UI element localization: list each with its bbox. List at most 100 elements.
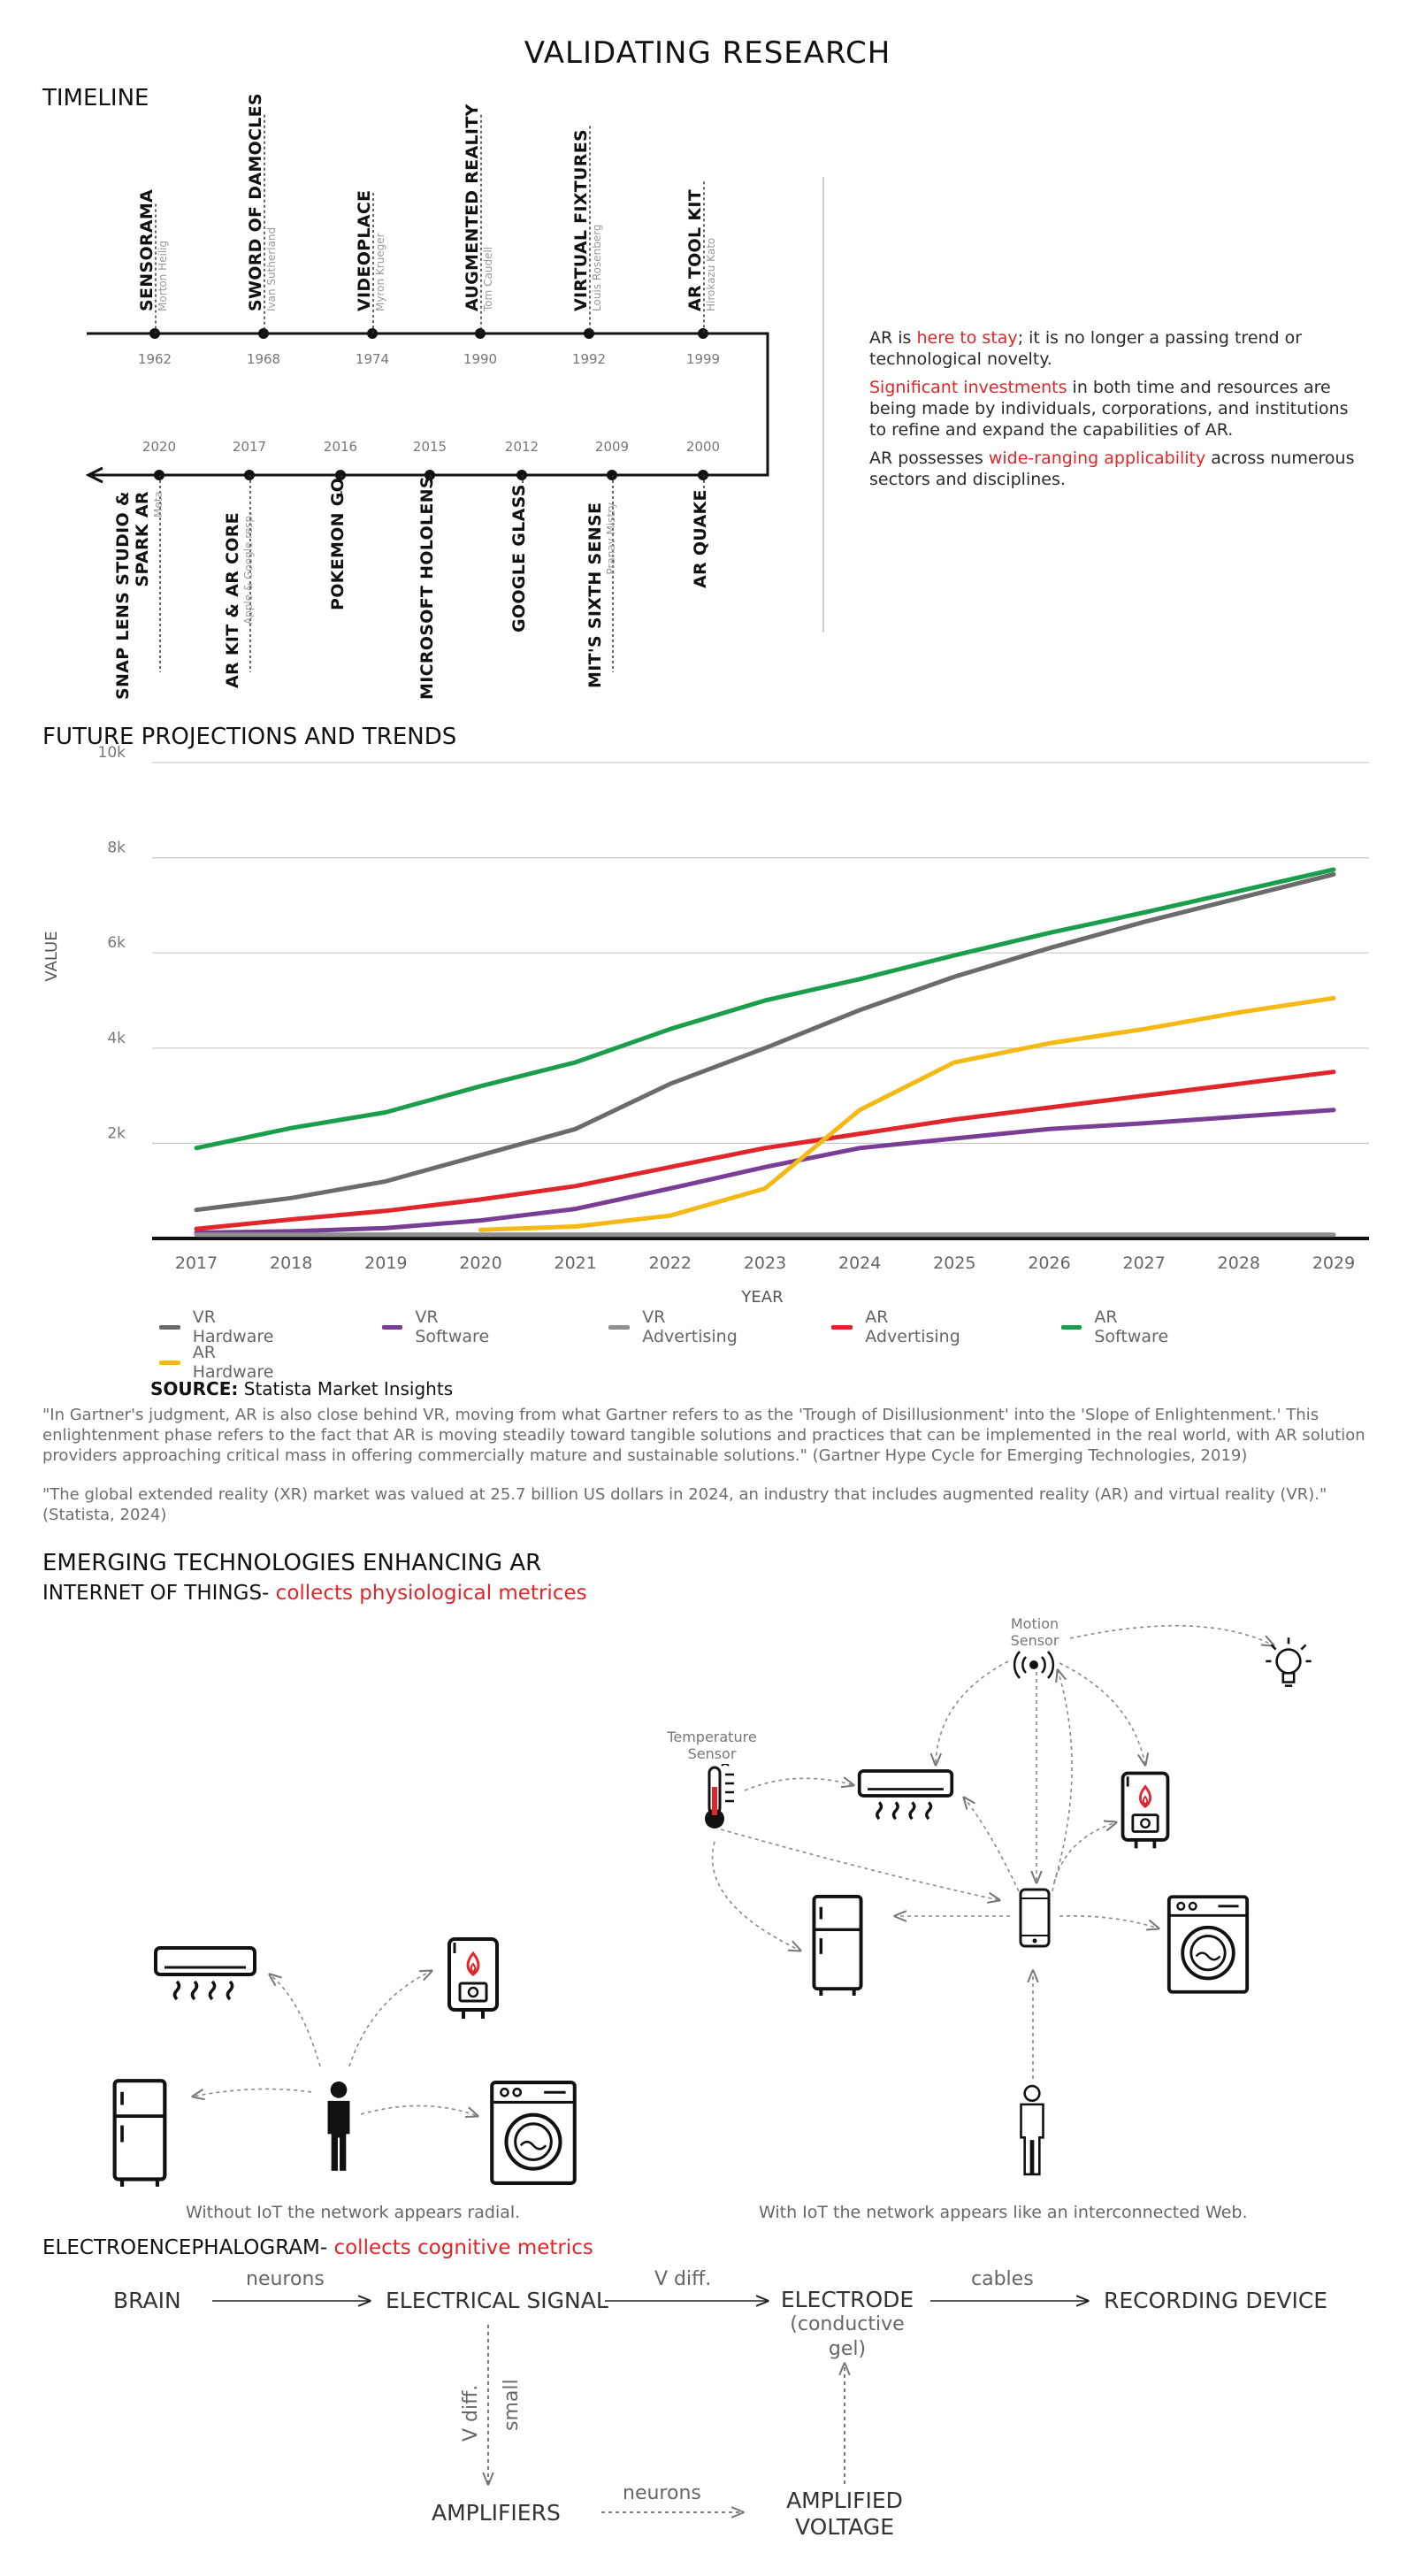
timeline-year: 1990: [463, 351, 498, 367]
eeg-electrode: ELECTRODE (conductive gel): [780, 2287, 914, 2361]
eeg-heading: ELECTROENCEPHALOGRAM- collects cognitive…: [42, 2236, 593, 2259]
timeline-year: 1992: [571, 351, 607, 367]
temperature-sensor-label: Temperature Sensor: [667, 1729, 757, 1762]
iot-diagram-arrows: [0, 1624, 1415, 2247]
chart-x-tick-label: 2020: [459, 1254, 501, 1273]
timeline-dot: [698, 328, 708, 339]
timeline-dot: [149, 328, 160, 339]
note-investments: Significant investments in both time and…: [869, 378, 1349, 440]
chart-y-tick-label: 10k: [98, 744, 126, 762]
timeline-divider: [822, 177, 824, 632]
legend-item: AR Hardware: [159, 1343, 279, 1382]
timeline-dot: [607, 470, 617, 480]
page-title: VALIDATING RESEARCH: [524, 35, 891, 71]
emerging-heading: EMERGING TECHNOLOGIES ENHANCING AR: [42, 1550, 542, 1576]
timeline-dot: [424, 470, 435, 480]
chart-x-tick-label: 2026: [1028, 1254, 1070, 1273]
chart-x-tick-label: 2019: [364, 1254, 407, 1273]
timeline-year: 2000: [685, 439, 721, 455]
timeline-year: 1962: [137, 351, 172, 367]
chart-x-tick-label: 2018: [270, 1254, 312, 1273]
timeline-dot: [516, 470, 527, 480]
chart-series-line-ar-software: [194, 867, 1336, 1151]
timeline-events: 1962 SENSORAMA Morton Heilig 1968 SWORD OF D…: [0, 0, 831, 700]
legend-item: VR Software: [382, 1307, 495, 1346]
legend-label: AR Advertising: [865, 1307, 960, 1346]
timeline-dot: [584, 328, 594, 339]
eeg-recording-device: RECORDING DEVICE: [1104, 2288, 1328, 2313]
chart-x-tick-label: 2022: [649, 1254, 692, 1273]
timeline-heading: TIMELINE: [42, 85, 149, 111]
chart-x-tick-label: 2027: [1122, 1254, 1165, 1273]
chart-y-axis-label: VALUE: [42, 931, 61, 981]
eeg-electrical-signal: ELECTRICAL SIGNAL: [386, 2288, 608, 2313]
chart-x-tick-label: 2024: [838, 1254, 881, 1273]
timeline-year: 2015: [412, 439, 447, 455]
chart-y-tick-label: 4k: [107, 1030, 126, 1047]
legend-item: AR Advertising: [831, 1307, 965, 1346]
chart-y-tick-label: 2k: [107, 1124, 126, 1142]
legend-swatch: [382, 1324, 403, 1330]
legend-label: VR Hardware: [192, 1307, 274, 1346]
legend-item: AR Software: [1061, 1307, 1174, 1346]
web-caption: With IoT the network appears like an int…: [759, 2203, 1248, 2222]
timeline-year: 2020: [142, 439, 177, 455]
timeline-notes: AR is here to stay; it is no longer a pa…: [869, 327, 1365, 490]
chart-y-tick-label: 6k: [107, 934, 126, 952]
legend-label: VR Advertising: [642, 1307, 738, 1346]
eeg-small-label: small: [501, 2379, 523, 2431]
chart-x-axis-label: YEAR: [740, 1288, 783, 1307]
chart-x-tick-label: 2021: [554, 1254, 596, 1273]
timeline-dot: [475, 328, 486, 339]
timeline-dot: [367, 328, 378, 339]
legend-swatch: [1061, 1324, 1082, 1330]
radial-caption: Without IoT the network appears radial.: [186, 2203, 521, 2222]
eeg-neurons-label-2: neurons: [623, 2482, 701, 2504]
chart-x-tick-label: 2023: [744, 1254, 786, 1273]
chart-series-line-vr-hardware: [194, 871, 1336, 1213]
legend-label: AR Software: [1094, 1307, 1169, 1346]
projections-heading: FUTURE PROJECTIONS AND TRENDS: [42, 724, 457, 750]
timeline-year: 2009: [594, 439, 630, 455]
timeline-year: 1968: [246, 351, 281, 367]
eeg-amplified-voltage: AMPLIFIED VOLTAGE: [786, 2488, 903, 2540]
legend-swatch: [608, 1324, 631, 1330]
timeline-dot: [244, 470, 255, 480]
note-applicability: AR possesses wide-ranging applicability …: [869, 448, 1355, 489]
eeg-cables-label: cables: [971, 2268, 1034, 2290]
timeline-year: 2017: [232, 439, 267, 455]
eeg-v-diff-small-label: V diff.: [460, 2384, 482, 2442]
legend-item: VR Hardware: [159, 1307, 279, 1346]
chart-x-tick-label: 2029: [1312, 1254, 1355, 1273]
chart-x-tick-label: 2017: [175, 1254, 218, 1273]
legend-item: VR Advertising: [608, 1307, 742, 1346]
timeline-year: 1999: [685, 351, 721, 367]
timeline-dot: [698, 470, 708, 480]
eeg-v-diff-label: V diff.: [654, 2268, 712, 2290]
timeline-dot: [154, 470, 164, 480]
chart-series-line-vr-software: [194, 1108, 1336, 1235]
chart-source: SOURCE: Statista Market Insights: [150, 1378, 454, 1399]
legend-label: AR Hardware: [192, 1343, 274, 1382]
eeg-neurons-label: neurons: [246, 2268, 325, 2290]
chart-series-line-ar-hardware: [478, 995, 1336, 1232]
chart-series-line-ar-advertising: [194, 1070, 1336, 1231]
legend-label: VR Software: [415, 1307, 490, 1346]
chart-x-tick-label: 2028: [1218, 1254, 1260, 1273]
eeg-amplifiers: AMPLIFIERS: [432, 2500, 561, 2526]
eeg-brain: BRAIN: [113, 2288, 181, 2313]
statista-quote: "The global extended reality (XR) market…: [42, 1485, 1327, 1524]
note-here-to-stay: AR is here to stay; it is no longer a pa…: [869, 328, 1303, 369]
timeline-year: 2016: [323, 439, 358, 455]
gartner-quote: "In Gartner's judgment, AR is also close…: [42, 1406, 1365, 1465]
legend-swatch: [159, 1324, 180, 1330]
legend-swatch: [159, 1360, 180, 1365]
timeline-year: 1974: [355, 351, 390, 367]
legend-swatch: [831, 1324, 853, 1330]
motion-sensor-label: Motion Sensor: [1010, 1615, 1059, 1649]
chart-x-tick-label: 2025: [933, 1254, 975, 1273]
timeline-year: 2012: [504, 439, 539, 455]
chart-y-tick-label: 8k: [107, 840, 126, 857]
timeline-dot: [258, 328, 269, 339]
